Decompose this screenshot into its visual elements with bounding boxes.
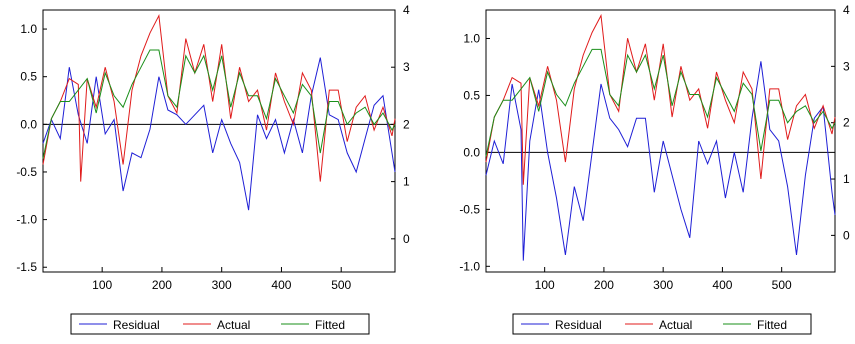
legend-label-actual: Actual [217,318,250,332]
chart-1: 1.0 0.5 0.0 -0.5 -1.0 -1.5 4 3 2 1 0 100 200 300 400 50… [16,3,410,335]
legend-frame [70,313,370,335]
x-tick-label: 100 [92,278,112,292]
y-right-tick-label: 1 [403,175,410,189]
y-left-tick-label: 0.0 [463,145,480,159]
legend: Residual Actual Fitted [70,313,370,335]
y-left-tick-label: 0.0 [20,117,37,131]
y-left-tick-label: -1.0 [459,259,480,273]
x-tick-label: 300 [653,278,673,292]
legend: Residual Actual Fitted [512,313,812,335]
legend-label-fitted: Fitted [757,318,787,332]
y-right-tick-label: 4 [403,3,410,17]
series-line-fitted [42,49,396,159]
x-tick-label: 200 [152,278,172,292]
y-right-tick-label: 0 [403,232,410,246]
y-left-tick-label: -0.5 [16,165,37,179]
legend-label-residual: Residual [113,318,160,332]
y-left-tick-label: -1.0 [16,213,37,227]
y-right-tick-label: 1 [843,172,850,186]
y-left-tick-label: 0.5 [20,70,37,84]
legend-frame [512,313,812,335]
x-tick-label: 400 [271,278,291,292]
plot-frame [485,9,836,273]
y-right-tick-label: 0 [843,228,850,242]
y-right-tick-label: 3 [403,60,410,74]
x-tick-label: 200 [594,278,614,292]
legend-label-residual: Residual [555,318,602,332]
y-left-tick-label: 1.0 [463,31,480,45]
x-tick-label: 500 [772,278,792,292]
y-right-tick-label: 2 [843,116,850,130]
series-line-residual [485,61,836,261]
series-line-fitted [485,48,836,157]
chart-2: 1.0 0.5 0.0 -0.5 -1.0 4 3 2 1 0 100 200 300 400 500 Res… [459,3,850,335]
x-tick-label: 100 [535,278,555,292]
x-tick-label: 300 [212,278,232,292]
y-left-tick-label: -0.5 [459,202,480,216]
x-tick-label: 500 [331,278,351,292]
legend-label-actual: Actual [659,318,692,332]
y-right-tick-label: 4 [843,3,850,17]
legend-label-fitted: Fitted [315,318,345,332]
x-tick-label: 400 [712,278,732,292]
y-left-tick-label: -1.5 [16,260,37,274]
y-left-tick-label: 0.5 [463,88,480,102]
plot-frame [42,9,396,273]
series-line-residual [42,57,396,211]
y-left-tick-label: 1.0 [20,22,37,36]
y-right-tick-label: 3 [843,59,850,73]
y-right-tick-label: 2 [403,117,410,131]
